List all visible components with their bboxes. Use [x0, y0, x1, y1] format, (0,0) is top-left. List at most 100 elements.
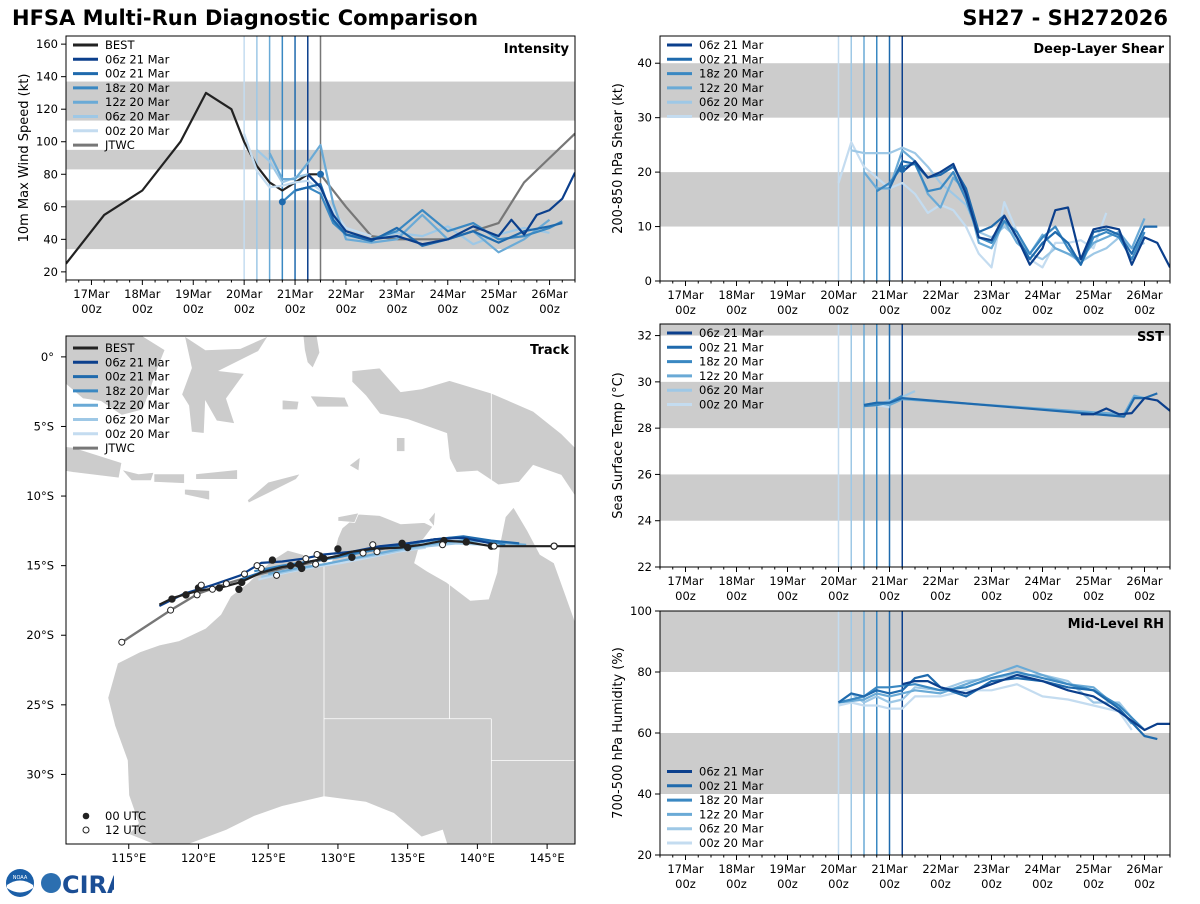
intensity-legend-label: 18z 20 Mar [105, 81, 170, 95]
marker-legend-12utc-icon [82, 826, 90, 834]
sst-x-tick-day: 23Mar [973, 574, 1010, 588]
rh-legend-label: 18z 20 Mar [699, 793, 764, 807]
sumbawa-landmass-icon [153, 473, 185, 484]
sst-x-tick-hour: 00z [1134, 589, 1155, 603]
sst-frame [659, 323, 1171, 568]
track-legend-label: 06z 20 Mar [105, 413, 170, 427]
shear-x-tick-day: 21Mar [871, 288, 908, 302]
shear-x-tick-day: 25Mar [1075, 288, 1112, 302]
shear-x-tick-hour: 00z [1083, 303, 1104, 317]
track-legend-label: 00z 21 Mar [105, 370, 170, 384]
rh-x-tick-day: 25Mar [1075, 862, 1112, 876]
rh-x-tick-day: 21Mar [871, 862, 908, 876]
shear-x-tick-hour: 00z [879, 303, 900, 317]
sst-series-line [1080, 397, 1170, 416]
track-point-00utc [398, 539, 406, 548]
track-point-00utc [334, 545, 342, 553]
shear-x-tick-day: 23Mar [973, 288, 1010, 302]
rh-y-tick-label: 60 [637, 726, 652, 740]
track-point-00utc [238, 578, 246, 587]
marker-legend-00utc-icon [82, 812, 90, 820]
rh-x-tick-day: 26Mar [1126, 862, 1163, 876]
shear-panel: 17Mar00z18Mar00z19Mar00z20Mar00z21Mar00z… [611, 36, 1171, 317]
rh-x-tick-day: 24Mar [1024, 862, 1061, 876]
shear-y-tick-label: 20 [637, 165, 652, 179]
track-legend-label: JTWC [104, 441, 135, 455]
sulawesi-landmass-icon [181, 336, 269, 434]
track-point-00utc [168, 595, 176, 603]
track-point-12utc [313, 551, 321, 559]
intensity-x-tick-hour: 00z [539, 302, 560, 316]
track-point-12utc [167, 606, 175, 614]
track-point-12utc [222, 580, 230, 588]
rh-x-tick-hour: 00z [777, 877, 798, 891]
shear-y-axis-label: 200-850 hPa Shear (kt) [611, 83, 626, 234]
sst-x-tick-day: 25Mar [1075, 574, 1112, 588]
track-series-line [158, 536, 492, 607]
sst-legend-label: 12z 20 Mar [699, 369, 764, 383]
intensity-x-tick-hour: 00z [81, 302, 102, 316]
shear-x-tick-hour: 00z [1134, 303, 1155, 317]
shear-band [660, 172, 1170, 227]
track-legend-label: 12z 20 Mar [105, 398, 170, 412]
rh-y-axis-label: 700-500 hPa Humidity (%) [611, 647, 626, 819]
rh-panel-title: Mid-Level RH [1068, 617, 1164, 632]
intensity-series-line [268, 143, 551, 254]
rh-y-tick-label: 40 [637, 787, 652, 801]
rh-x-tick-hour: 00z [981, 877, 1002, 891]
intensity-x-tick-day: 22Mar [328, 287, 365, 301]
shear-x-tick-hour: 00z [777, 303, 798, 317]
track-point-00utc [286, 561, 295, 570]
shear-y-tick-label: 40 [637, 56, 652, 70]
intensity-x-tick-hour: 00z [132, 302, 153, 316]
noaa-logo-icon: NOAA [6, 869, 34, 897]
track-point-12utc [302, 555, 310, 563]
track-x-tick-label: 125°E [251, 851, 286, 865]
shear-x-tick-hour: 00z [930, 303, 951, 317]
shear-x-tick-hour: 00z [675, 303, 696, 317]
shear-band [660, 63, 1170, 118]
java-landmass-icon [66, 446, 123, 479]
track-point-00utc [235, 585, 243, 594]
shear-y-tick-label: 0 [645, 274, 652, 288]
page-title: HFSA Multi-Run Diagnostic Comparison [12, 6, 479, 30]
sst-panel: 17Mar00z18Mar00z19Mar00z20Mar00z21Mar00z… [611, 324, 1171, 603]
intensity-legend-label: 00z 20 Mar [105, 124, 170, 138]
rh-series-line [837, 673, 1133, 719]
rh-x-tick-day: 20Mar [820, 862, 857, 876]
rh-x-tick-hour: 00z [879, 877, 900, 891]
track-point-12utc [273, 571, 281, 579]
rh-x-tick-hour: 00z [930, 877, 951, 891]
intensity-x-tick-hour: 00z [183, 302, 204, 316]
sumba-landmass-icon [184, 488, 210, 501]
track-point-12utc [373, 548, 381, 556]
rh-legend-label: 12z 20 Mar [699, 807, 764, 821]
intensity-x-tick-day: 20Mar [226, 287, 263, 301]
sst-y-tick-label: 28 [637, 421, 652, 435]
intensity-x-tick-hour: 00z [437, 302, 458, 316]
track-legend-label: 06z 21 Mar [105, 355, 170, 369]
sst-legend-label: 18z 20 Mar [699, 355, 764, 369]
rh-x-tick-hour: 00z [675, 877, 696, 891]
rh-x-tick-hour: 00z [1134, 877, 1155, 891]
intensity-x-tick-hour: 00z [285, 302, 306, 316]
track-point-00utc [403, 543, 412, 552]
intensity-marker [317, 170, 324, 178]
sst-band [660, 381, 1170, 429]
intensity-series-line [307, 172, 575, 246]
sst-x-tick-day: 19Mar [769, 574, 806, 588]
track-point-12utc [208, 585, 216, 593]
storm-id: SH27 - SH272026 [962, 6, 1168, 30]
intensity-frame [65, 35, 576, 281]
shear-legend-label: 00z 21 Mar [699, 52, 764, 66]
rh-x-tick-day: 18Mar [718, 862, 755, 876]
intensity-x-tick-day: 18Mar [124, 287, 161, 301]
rh-x-tick-hour: 00z [1032, 877, 1053, 891]
shear-y-tick-label: 10 [637, 220, 652, 234]
shear-marker [898, 165, 906, 173]
track-legend-label: BEST [105, 341, 135, 355]
sst-x-tick-hour: 00z [981, 589, 1002, 603]
sst-legend-label: 06z 21 Mar [699, 326, 764, 340]
sst-x-tick-day: 20Mar [820, 574, 857, 588]
sst-y-tick-label: 22 [637, 560, 652, 574]
